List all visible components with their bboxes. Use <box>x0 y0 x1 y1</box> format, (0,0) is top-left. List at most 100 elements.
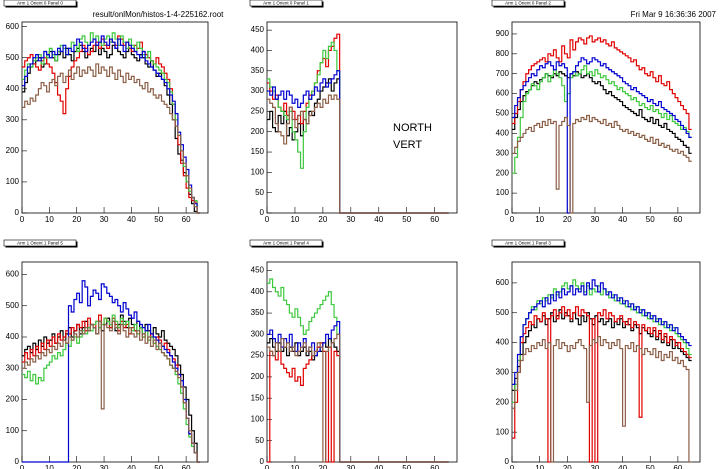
plot-frame <box>266 21 458 214</box>
x-tick-label: 40 <box>127 215 136 224</box>
x-tick-label: 10 <box>290 464 299 469</box>
x-tick-label: 20 <box>318 215 327 224</box>
y-tick-label: 200 <box>251 372 265 381</box>
histogram-line <box>512 114 692 214</box>
y-tick-label: 600 <box>496 89 510 98</box>
y-tick-label: 300 <box>251 329 265 338</box>
x-tick-label: 20 <box>563 215 572 224</box>
panel-title: Arm 1 Orient 1 Panel 5 <box>17 240 63 245</box>
panel-title: Arm 1 Orient 0 Panel 1 <box>263 0 309 5</box>
y-tick-label: 300 <box>6 115 20 124</box>
x-tick-label: 40 <box>127 464 136 469</box>
plot-frame <box>21 261 209 463</box>
y-tick-label: 150 <box>251 393 265 402</box>
x-tick-label: 60 <box>182 215 191 224</box>
y-tick-label: 250 <box>251 107 265 116</box>
title-box <box>249 239 323 247</box>
y-tick-label: 600 <box>6 22 20 31</box>
histogram-line <box>22 35 200 214</box>
x-tick-label: 0 <box>265 215 270 224</box>
x-tick-label: 30 <box>100 215 109 224</box>
histogram-line <box>267 333 449 463</box>
x-tick-label: 0 <box>265 464 270 469</box>
x-tick-label: 20 <box>563 464 572 469</box>
x-tick-label: 50 <box>402 464 411 469</box>
x-tick-label: 40 <box>618 215 627 224</box>
y-tick-label: 150 <box>251 147 265 156</box>
x-tick-label: 30 <box>346 464 355 469</box>
histogram-line <box>22 320 200 463</box>
y-tick-label: 400 <box>496 129 510 138</box>
histogram-line <box>267 94 449 214</box>
file-label: result/onlMon/histos-1-4-225162.root <box>93 10 225 19</box>
y-tick-label: 200 <box>496 397 510 406</box>
y-tick-label: 350 <box>251 308 265 317</box>
x-tick-label: 20 <box>318 464 327 469</box>
x-tick-label: 30 <box>346 215 355 224</box>
x-tick-label: 50 <box>646 215 655 224</box>
y-tick-label: 100 <box>251 415 265 424</box>
y-tick-label: 100 <box>251 167 265 176</box>
plot-frame <box>511 21 701 214</box>
y-tick-label: 700 <box>496 69 510 78</box>
x-tick-label: 50 <box>154 464 163 469</box>
x-tick-label: 40 <box>618 464 627 469</box>
title-box <box>3 239 77 247</box>
x-tick-label: 60 <box>430 464 439 469</box>
date-label: Fri Mar 9 16:36:36 2007 <box>631 10 717 19</box>
y-tick-label: 0 <box>260 208 265 217</box>
histogram-line <box>512 57 692 214</box>
plot-frame <box>266 261 458 463</box>
y-tick-label: 500 <box>496 109 510 118</box>
y-tick-label: 300 <box>496 368 510 377</box>
y-tick-label: 400 <box>6 332 20 341</box>
x-tick-label: 20 <box>72 215 81 224</box>
panel-title: Arm 1 Orient 0 Panel 2 <box>505 0 551 5</box>
x-tick-label: 0 <box>20 464 25 469</box>
y-tick-label: 450 <box>251 266 265 275</box>
x-tick-label: 0 <box>510 215 515 224</box>
panel-title: Arm 1 Orient 1 Panel 3 <box>505 240 551 245</box>
annotation: NORTH <box>393 122 432 134</box>
y-tick-label: 900 <box>496 29 510 38</box>
y-tick-label: 200 <box>6 395 20 404</box>
histogram-line <box>22 280 200 463</box>
x-tick-label: 10 <box>535 464 544 469</box>
y-tick-label: 300 <box>496 148 510 157</box>
y-tick-label: 350 <box>251 66 265 75</box>
title-box <box>249 0 323 7</box>
x-tick-label: 40 <box>374 215 383 224</box>
x-tick-label: 30 <box>590 215 599 224</box>
x-tick-label: 10 <box>45 464 54 469</box>
x-tick-label: 10 <box>535 215 544 224</box>
y-tick-label: 0 <box>505 208 510 217</box>
histogram-line <box>22 63 200 214</box>
histogram-line <box>512 279 692 385</box>
y-tick-label: 0 <box>15 457 20 466</box>
y-tick-label: 50 <box>255 188 264 197</box>
y-tick-label: 500 <box>6 301 20 310</box>
y-tick-label: 200 <box>6 146 20 155</box>
plot-frame <box>511 261 701 463</box>
plot-frame <box>21 21 209 214</box>
y-tick-label: 600 <box>496 278 510 287</box>
y-tick-label: 50 <box>255 436 264 445</box>
x-tick-label: 0 <box>20 215 25 224</box>
y-tick-label: 800 <box>496 49 510 58</box>
y-tick-label: 500 <box>6 53 20 62</box>
y-tick-label: 0 <box>260 457 265 466</box>
title-box <box>491 239 565 247</box>
y-tick-label: 200 <box>251 127 265 136</box>
x-tick-label: 10 <box>45 215 54 224</box>
x-tick-label: 30 <box>590 464 599 469</box>
y-tick-label: 250 <box>251 351 265 360</box>
x-tick-label: 60 <box>182 464 191 469</box>
histogram-line <box>512 35 692 131</box>
y-tick-label: 400 <box>496 338 510 347</box>
x-tick-label: 30 <box>100 464 109 469</box>
y-tick-label: 100 <box>6 177 20 186</box>
panel-title: Arm 1 Orient 1 Panel 4 <box>263 240 309 245</box>
x-tick-label: 60 <box>673 464 682 469</box>
x-tick-label: 60 <box>673 215 682 224</box>
